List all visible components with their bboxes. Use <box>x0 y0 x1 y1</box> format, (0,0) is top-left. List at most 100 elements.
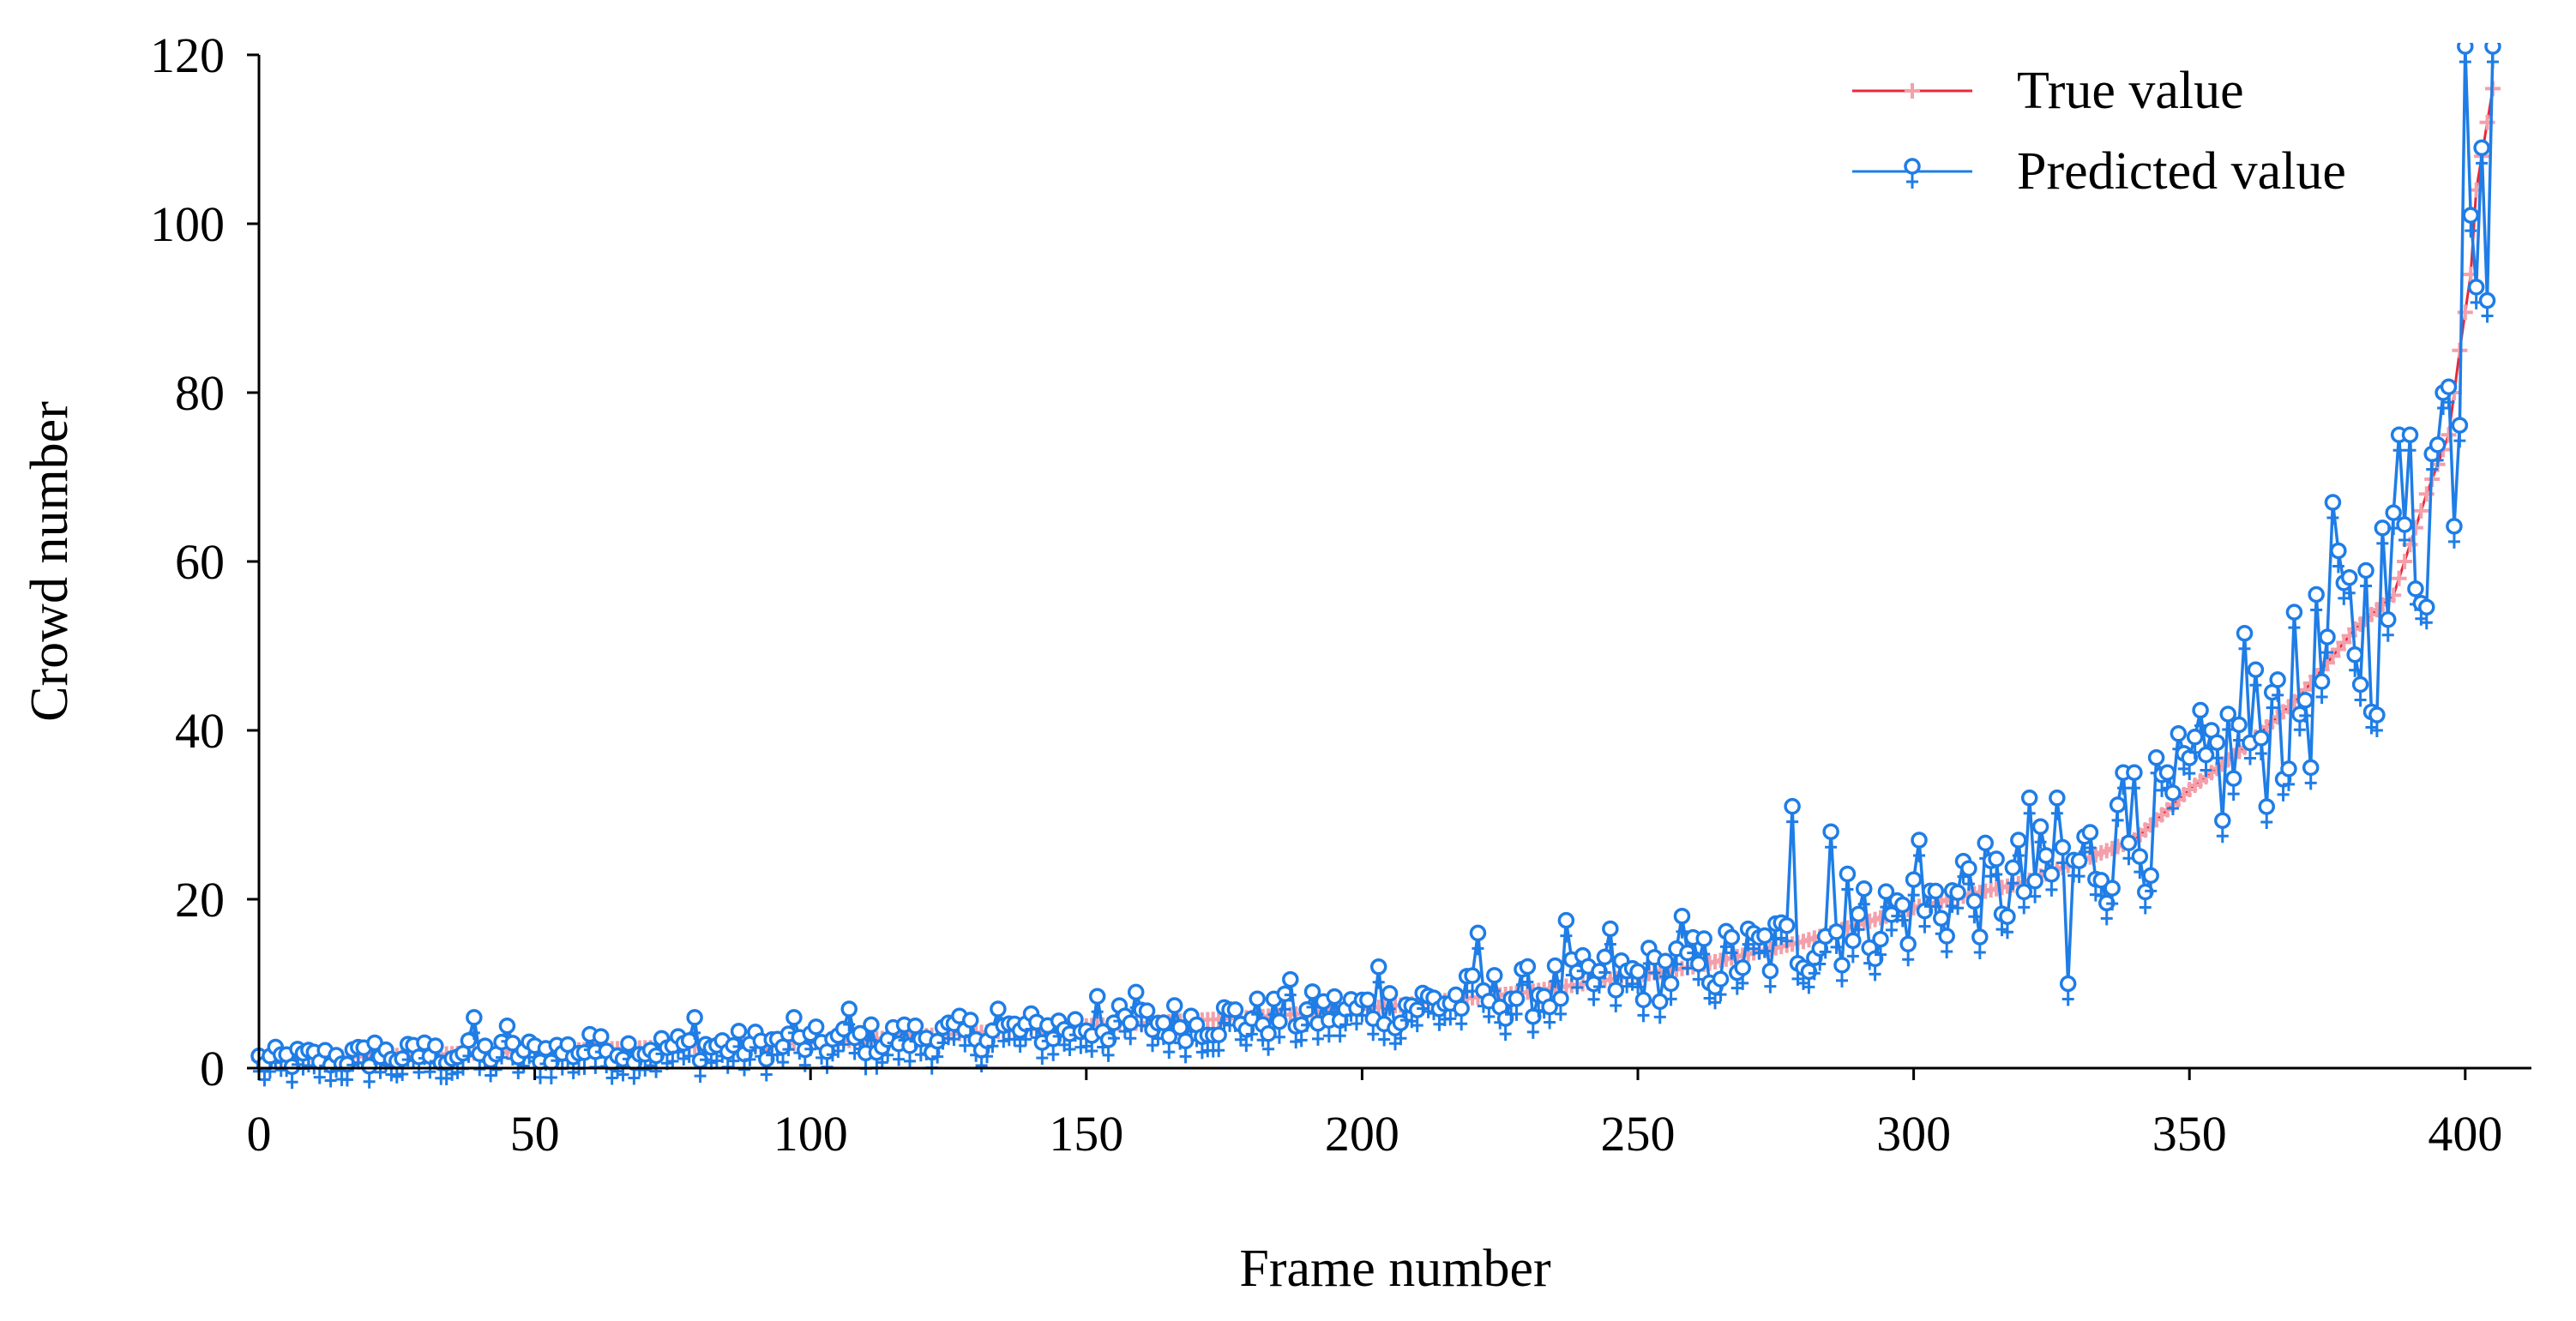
predicted-value-point <box>1651 993 1669 1024</box>
predicted-value-point <box>2164 784 2182 815</box>
predicted-value-point <box>840 1000 858 1032</box>
predicted-value-point <box>1662 975 1680 1006</box>
x-tick-label-200: 200 <box>1325 1106 1399 1162</box>
predicted-value-point <box>1469 924 1487 956</box>
predicted-value-point <box>2357 561 2374 593</box>
predicted-value-point <box>2010 832 2027 863</box>
predicted-value-point <box>1249 990 1266 1022</box>
predicted-value-point <box>1099 1031 1117 1062</box>
predicted-value-point <box>2484 43 2501 69</box>
predicted-value-point <box>1088 988 1106 1019</box>
predicted-value-point <box>1557 911 1575 943</box>
predicted-value-point <box>1833 957 1851 988</box>
predicted-value-point <box>2049 790 2066 820</box>
predicted-value-point <box>1911 832 1928 863</box>
x-tick-label-150: 150 <box>1049 1106 1123 1162</box>
predicted-value-point <box>2440 378 2458 410</box>
predicted-value-point <box>2368 706 2386 738</box>
series-layer <box>250 43 2501 1090</box>
predicted-value-point <box>1905 871 1923 903</box>
y-axis-ticks: 0 20 40 60 80 100 120 <box>150 27 259 1096</box>
predicted-value-point <box>1392 1014 1410 1046</box>
predicted-value-point <box>2214 812 2231 844</box>
predicted-value-point <box>1965 892 1983 924</box>
x-tick-label-0: 0 <box>247 1106 272 1162</box>
predicted-value-point <box>466 1009 483 1040</box>
predicted-value-point <box>2380 611 2397 642</box>
predicted-value-point <box>2462 207 2479 238</box>
predicted-value-point <box>1723 928 1741 960</box>
true-value-point <box>2441 427 2457 443</box>
predicted-value-point <box>2473 139 2490 171</box>
x-tick-label-300: 300 <box>1876 1106 1951 1162</box>
predicted-value-point <box>1883 906 1900 937</box>
predicted-value-point <box>2126 764 2143 796</box>
predicted-value-point <box>2081 824 2099 856</box>
predicted-value-point <box>2324 494 2342 525</box>
predicted-value-point <box>2302 759 2320 790</box>
predicted-value-point <box>1160 1028 1178 1060</box>
predicted-value-point <box>2346 645 2363 677</box>
x-tick-label-350: 350 <box>2152 1106 2227 1162</box>
y-tick-label-100: 100 <box>150 196 225 252</box>
predicted-value-point <box>2015 883 2033 915</box>
predicted-value-point <box>2181 749 2198 781</box>
predicted-value-point <box>2308 585 2325 617</box>
predicted-value-point <box>1949 884 1966 916</box>
y-tick-label-120: 120 <box>150 27 225 83</box>
predicted-value-point <box>1938 928 1955 959</box>
predicted-value-point <box>2478 291 2496 323</box>
predicted-value-point <box>1960 860 1977 892</box>
predicted-value-point <box>863 1016 880 1048</box>
predicted-value-point <box>1381 985 1399 1016</box>
predicted-value-point <box>647 1047 665 1078</box>
predicted-value-point <box>1734 959 1751 990</box>
predicted-value-point <box>1260 1025 1277 1056</box>
predicted-value-point <box>1712 970 1730 1002</box>
predicted-value-point <box>1916 902 1934 934</box>
predicted-value-point <box>2269 671 2286 702</box>
predicted-value-point <box>2429 436 2447 467</box>
legend-label-true-value: True value <box>2017 62 2244 120</box>
x-tick-label-100: 100 <box>773 1106 848 1162</box>
predicted-value-point <box>1673 907 1691 939</box>
predicted-value-point <box>2280 760 2297 791</box>
predicted-value-point <box>2253 730 2270 760</box>
predicted-value-point <box>2418 598 2435 630</box>
predicted-value-point <box>1165 997 1183 1029</box>
predicted-value-point <box>2208 734 2226 766</box>
x-axis-ticks: 0 50 100 150 200 250 300 350 400 <box>247 1068 2502 1162</box>
predicted-value-point <box>1210 1026 1227 1058</box>
y-tick-label-20: 20 <box>175 872 225 928</box>
predicted-value-point <box>1839 865 1857 897</box>
y-tick-label-40: 40 <box>175 703 225 759</box>
predicted-value-point <box>2467 279 2485 309</box>
predicted-value-point <box>929 1032 946 1064</box>
predicted-value-point <box>1927 882 1945 914</box>
predicted-value-point <box>1607 982 1625 1012</box>
predicted-value-point <box>2247 661 2265 693</box>
predicted-value-point <box>2446 518 2463 549</box>
predicted-value-point <box>1988 850 2005 882</box>
predicted-value-point <box>1850 905 1868 937</box>
predicted-value-point <box>1855 880 1873 911</box>
predicted-value-point <box>2098 894 2116 926</box>
predicted-value-point <box>1690 955 1707 987</box>
predicted-value-point <box>2285 603 2303 635</box>
axes: 0 50 100 150 200 250 300 350 400 0 20 40 60 80 100 120… <box>21 27 2531 1298</box>
true-value-line <box>258 88 2495 1061</box>
predicted-value-point <box>283 1058 301 1090</box>
series-true-value <box>251 81 2501 1068</box>
predicted-value-point <box>1634 991 1652 1023</box>
predicted-value-point <box>2026 872 2043 904</box>
predicted-value-point <box>1695 930 1712 962</box>
predicted-value-point <box>1971 928 1989 960</box>
predicted-value-point <box>1827 923 1845 954</box>
predicted-value-point <box>1177 1032 1195 1064</box>
predicted-value-point <box>2401 426 2419 458</box>
predicted-value-point <box>2274 771 2292 802</box>
predicted-value-point <box>1756 927 1773 958</box>
legend-label-predicted-value: Predicted value <box>2017 142 2346 201</box>
predicted-value-point <box>1282 970 1299 1002</box>
predicted-value-point <box>2451 417 2469 448</box>
